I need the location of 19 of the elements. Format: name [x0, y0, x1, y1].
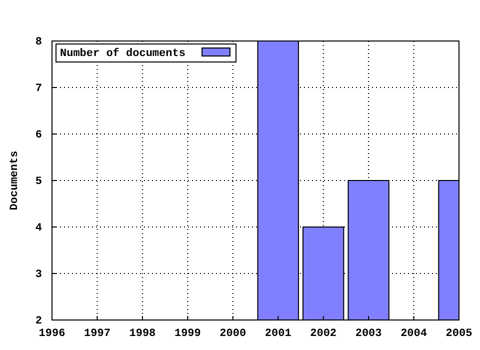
x-tick-label: 1997: [84, 328, 110, 340]
y-tick-label: 5: [35, 176, 42, 188]
y-tick-label: 7: [35, 83, 42, 96]
x-tick-label: 1996: [38, 328, 66, 340]
y-tick-label: 3: [35, 269, 42, 282]
x-tick-label: 2004: [400, 328, 428, 340]
x-tick-label: 2003: [355, 328, 382, 340]
x-tick-label: 1998: [129, 328, 156, 340]
x-tick-label: 2002: [310, 328, 337, 340]
y-tick-label: 4: [35, 222, 42, 235]
y-tick-label: 6: [35, 130, 42, 142]
legend-label: Number of documents: [60, 47, 186, 60]
x-tick-label: 1999: [174, 328, 201, 340]
x-tick-label: 2000: [220, 328, 246, 340]
y-tick-label: 2: [35, 316, 42, 328]
x-tick-label: 2005: [446, 328, 473, 340]
y-axis-title: Documents: [9, 150, 21, 210]
y-tick-label: 8: [35, 36, 42, 49]
x-tick-label: 2001: [264, 328, 292, 340]
